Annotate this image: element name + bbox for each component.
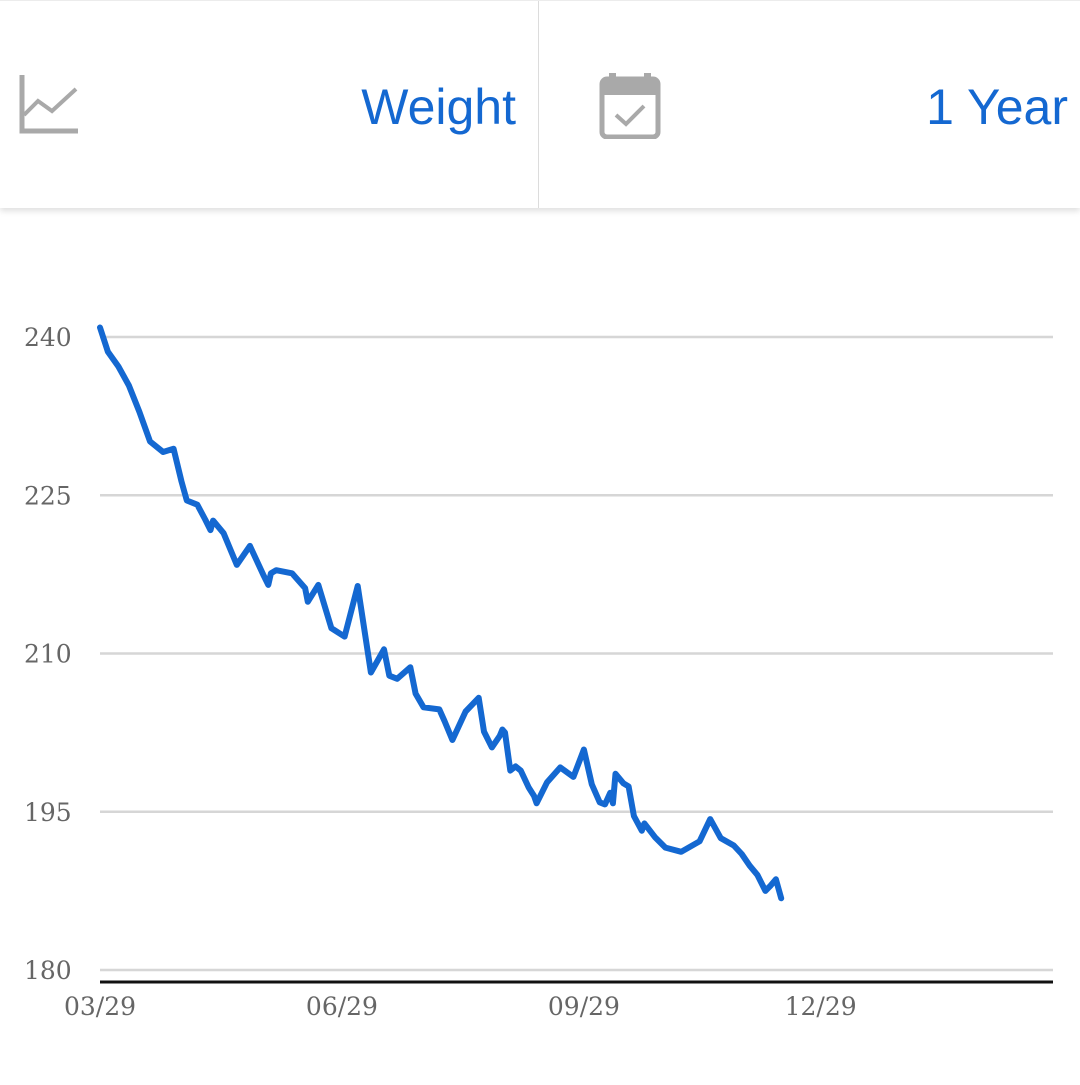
y-tick-label: 195 xyxy=(24,798,72,827)
range-selector-label: 1 Year xyxy=(926,79,1068,135)
metric-selector-label: Weight xyxy=(361,79,516,135)
top-bar: Weight 1 Year xyxy=(0,0,1080,208)
y-tick-label: 225 xyxy=(24,481,72,510)
x-tick-label: 12/29 xyxy=(785,992,857,1021)
metric-selector[interactable]: Weight xyxy=(0,1,538,208)
calendar-check-icon xyxy=(599,73,661,144)
weight-series-line xyxy=(97,324,785,902)
header-divider xyxy=(538,1,539,208)
y-tick-label: 210 xyxy=(24,640,72,669)
line-chart-icon xyxy=(18,73,80,140)
range-selector[interactable]: 1 Year xyxy=(539,1,1080,208)
y-tick-label: 180 xyxy=(24,956,72,985)
weight-chart-svg: 240 225 210 195 180 03/29 06/29 09/29 12/29 xyxy=(24,323,1053,1021)
x-tick-label: 06/29 xyxy=(306,992,378,1021)
x-tick-label: 09/29 xyxy=(548,992,620,1021)
x-tick-label: 03/29 xyxy=(64,992,136,1021)
y-tick-label: 240 xyxy=(24,323,72,352)
weight-chart: 240 225 210 195 180 03/29 06/29 09/29 12/29 xyxy=(0,208,1080,1080)
